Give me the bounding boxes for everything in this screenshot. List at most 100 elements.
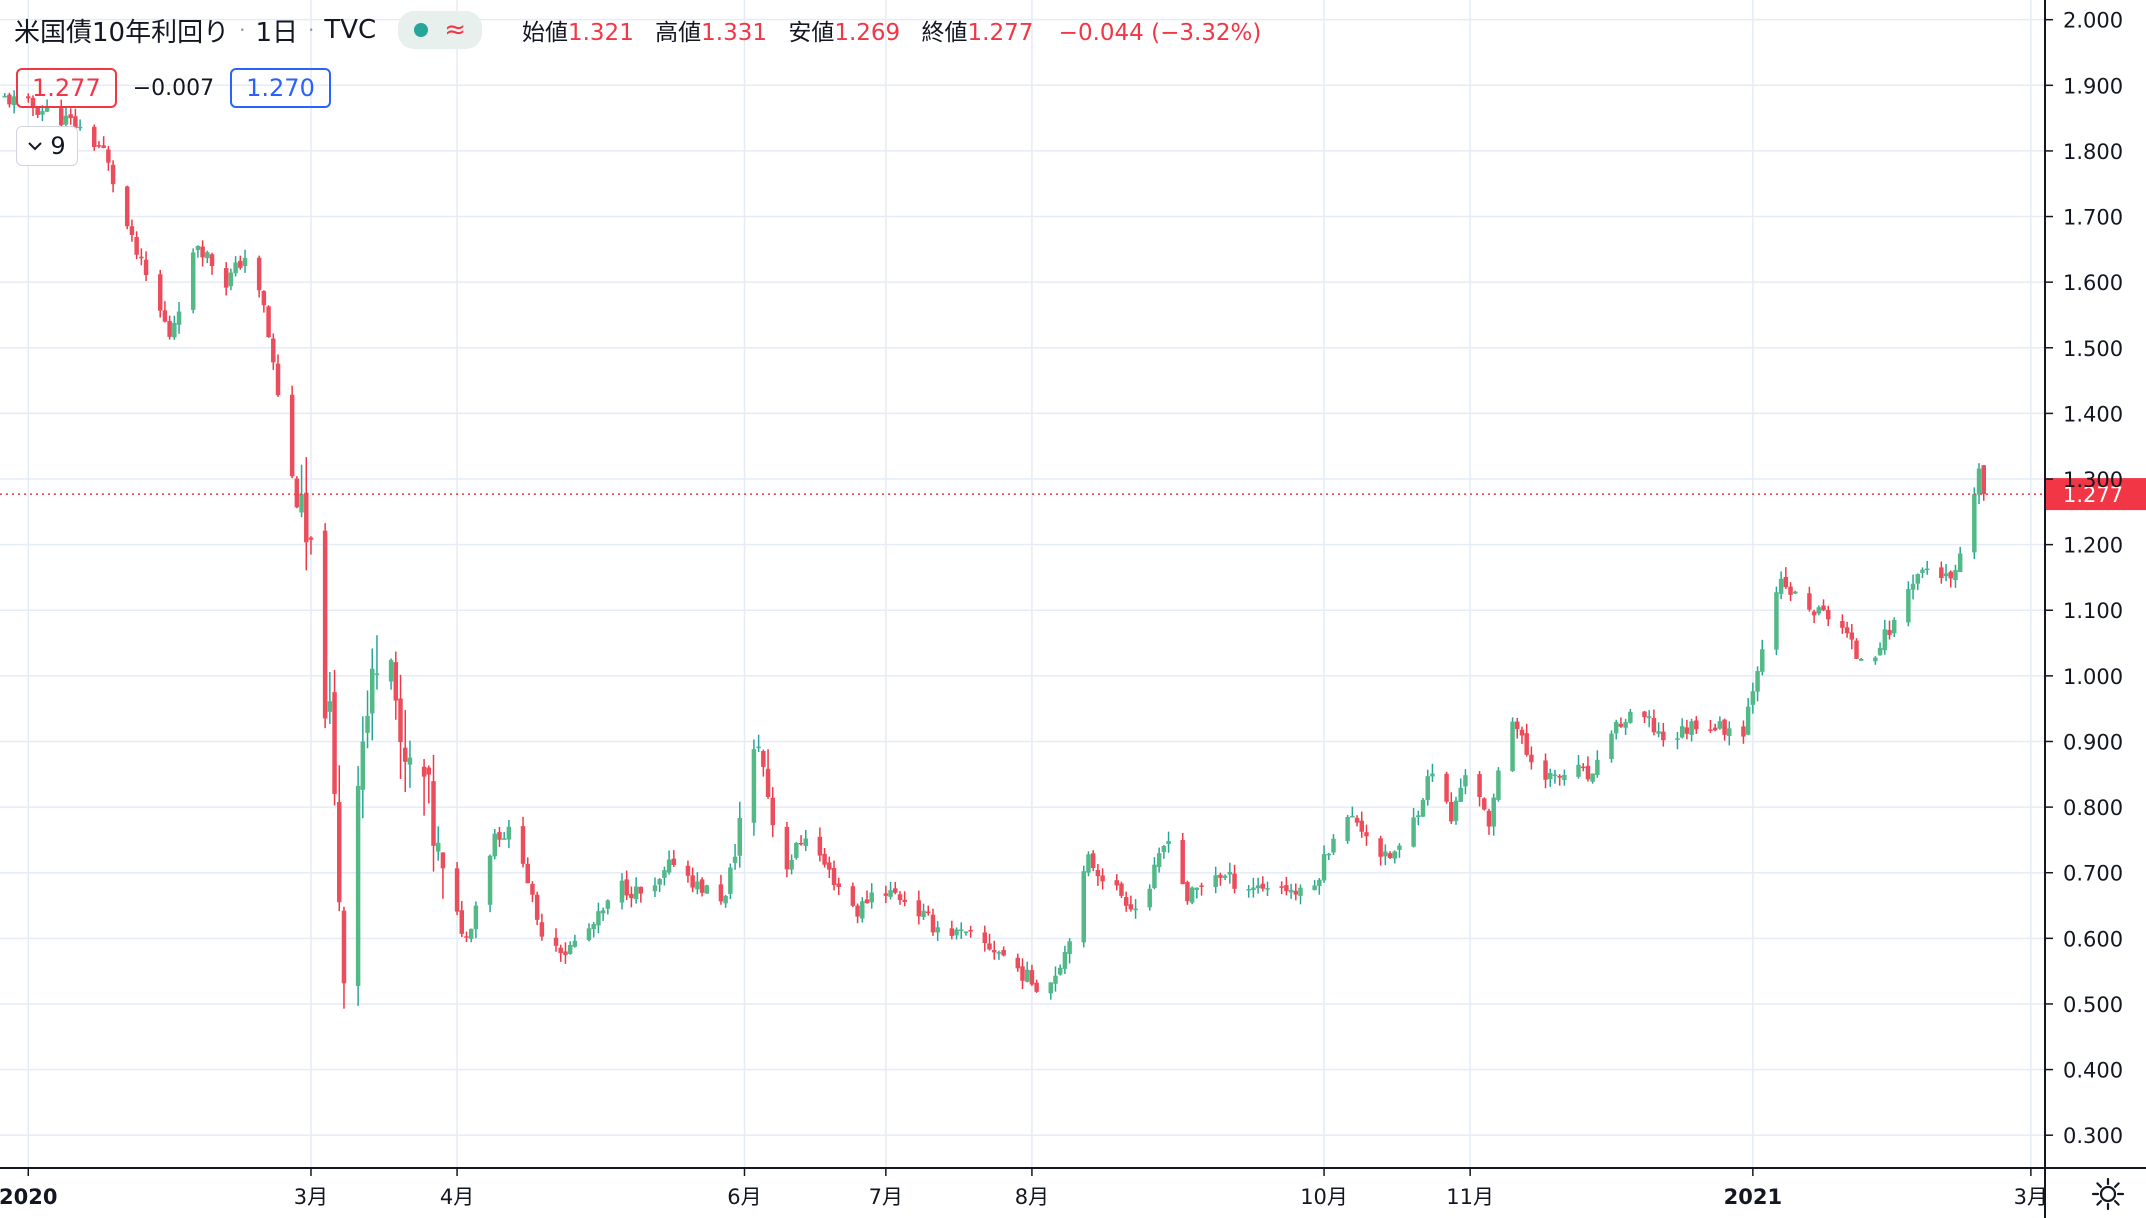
candle-body <box>1378 838 1383 857</box>
interval-label[interactable]: 1日 <box>255 17 298 48</box>
candle-body <box>1133 908 1138 911</box>
x-tick-label: 2021 <box>1724 1185 1782 1209</box>
x-tick-label: 3月 <box>2014 1185 2048 1209</box>
y-tick-label: 0.500 <box>2063 993 2123 1017</box>
candle-body <box>459 910 465 934</box>
candle-body <box>1515 721 1520 730</box>
indicator-count: 9 <box>50 132 66 160</box>
candle-body <box>167 320 172 337</box>
candle-body <box>1981 465 1986 495</box>
candle-body <box>1882 629 1888 651</box>
candle-body <box>1152 864 1157 888</box>
candle-body <box>497 832 502 840</box>
candle-body <box>40 111 45 115</box>
candle-body <box>1712 727 1718 731</box>
candle-body <box>487 855 493 905</box>
candle-body <box>1524 733 1529 755</box>
candle-body <box>530 883 535 895</box>
open-value: 1.321 <box>567 20 634 46</box>
candle-body <box>798 842 804 845</box>
candle-body <box>963 931 969 933</box>
grid-layer <box>0 0 2045 1168</box>
candle-body <box>728 867 733 894</box>
candle-body <box>1218 874 1223 878</box>
candle-body <box>1255 885 1261 889</box>
candle-body <box>1755 671 1760 692</box>
candle-body <box>789 859 794 870</box>
candle-body <box>1727 728 1732 736</box>
candle-body <box>638 886 644 894</box>
candle-body <box>996 952 1002 954</box>
candle-body <box>1312 885 1317 891</box>
candle-body <box>1816 607 1822 614</box>
candle-body <box>1232 873 1237 889</box>
candle-body <box>935 927 940 933</box>
candle-body <box>1246 889 1251 891</box>
candle-body <box>1477 774 1482 797</box>
x-tick-label: 8月 <box>1015 1185 1049 1209</box>
candle-body <box>1656 731 1661 734</box>
y-tick-label: 0.400 <box>2063 1059 2123 1083</box>
y-tick-label: 1.700 <box>2063 206 2123 230</box>
sell-price-box[interactable]: 1.277 <box>16 68 117 108</box>
candle-body <box>1090 853 1096 869</box>
candle-body <box>1453 800 1459 821</box>
candle-body <box>1354 817 1360 823</box>
candle-body <box>1166 840 1171 845</box>
candle-body <box>1939 567 1944 579</box>
candle-body <box>1345 816 1350 841</box>
y-tick-label: 1.300 <box>2063 468 2123 492</box>
candle-body <box>916 900 922 917</box>
candle-body <box>1430 773 1435 777</box>
candle-body <box>1529 754 1534 763</box>
close-label: 終値 <box>921 20 968 46</box>
candle-body <box>624 879 629 896</box>
buy-price-box[interactable]: 1.270 <box>230 68 331 108</box>
y-tick-label: 1.100 <box>2063 599 2123 623</box>
legend-separator: · <box>239 18 246 42</box>
candle-body <box>59 108 64 126</box>
candle-body <box>1760 649 1765 672</box>
candle-body <box>1915 574 1921 584</box>
status-pill[interactable]: ≈ <box>398 11 482 49</box>
candle-body <box>1976 468 1982 495</box>
candle-body <box>586 928 592 941</box>
candle-body <box>1482 798 1487 810</box>
candle-body <box>77 126 83 129</box>
candle-body <box>1321 854 1327 881</box>
candle-body <box>506 826 512 840</box>
y-tick-label: 1.000 <box>2063 665 2123 689</box>
candle-body <box>695 881 700 890</box>
candle-body <box>139 256 144 259</box>
candle-body <box>124 186 130 227</box>
candle-body <box>421 766 427 777</box>
candle-body <box>926 911 931 914</box>
candle-body <box>1689 721 1694 735</box>
candle-body <box>1717 721 1723 729</box>
gear-icon[interactable] <box>2090 1176 2126 1212</box>
x-tick-label: 11月 <box>1446 1185 1494 1209</box>
collapse-indicators-button[interactable]: 9 <box>16 126 78 166</box>
price-row: 1.277 −0.007 1.270 <box>16 68 331 108</box>
candle-body <box>1972 494 1977 553</box>
candle-body <box>157 274 163 311</box>
candle-body <box>605 900 611 909</box>
candle-body <box>1548 772 1553 780</box>
candle-body <box>1156 853 1162 868</box>
candle-body <box>1331 838 1336 853</box>
candle-body <box>1651 717 1657 733</box>
x-tick-label: 2020 <box>0 1185 57 1209</box>
candle-body <box>1590 773 1595 782</box>
candle-body <box>794 842 799 858</box>
candle-body <box>756 746 761 749</box>
candle-body <box>600 910 606 914</box>
candle-body <box>1057 967 1063 975</box>
candle-body <box>1260 883 1266 889</box>
candle-body <box>1618 723 1624 727</box>
candle-body <box>1552 774 1558 777</box>
candle-body <box>1444 773 1449 802</box>
candle-body <box>1840 621 1845 628</box>
symbol-title[interactable]: 米国債10年利回り <box>14 17 230 48</box>
